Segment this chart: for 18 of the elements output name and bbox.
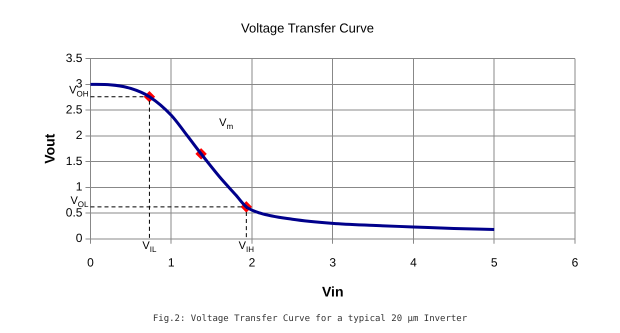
y-tick-label: 2.5	[66, 102, 83, 116]
y-tick-label: 2	[76, 128, 83, 142]
x-tick-label: 6	[572, 255, 579, 270]
y-tick-label: 0	[76, 231, 83, 246]
x-tick-label: 1	[168, 255, 175, 270]
x-tick-label: 0	[87, 255, 94, 270]
chart-title: Voltage Transfer Curve	[241, 20, 374, 36]
y-tick-label: 3.5	[66, 50, 83, 65]
y-axis-title: Vout	[41, 133, 58, 164]
y-tick-label: 1.5	[66, 154, 83, 168]
x-tick-label: 4	[410, 255, 418, 270]
x-axis-title: Vin	[322, 283, 344, 300]
x-tick-label: 2	[248, 255, 256, 270]
x-tick-label: 5	[490, 255, 498, 270]
y-tick-label: 1	[76, 180, 83, 194]
x-tick-label: 3	[329, 255, 336, 270]
line-series	[90, 82, 496, 232]
caption: Fig.2: Voltage Transfer Curve for a typical 20 µm Inverter	[152, 314, 468, 324]
